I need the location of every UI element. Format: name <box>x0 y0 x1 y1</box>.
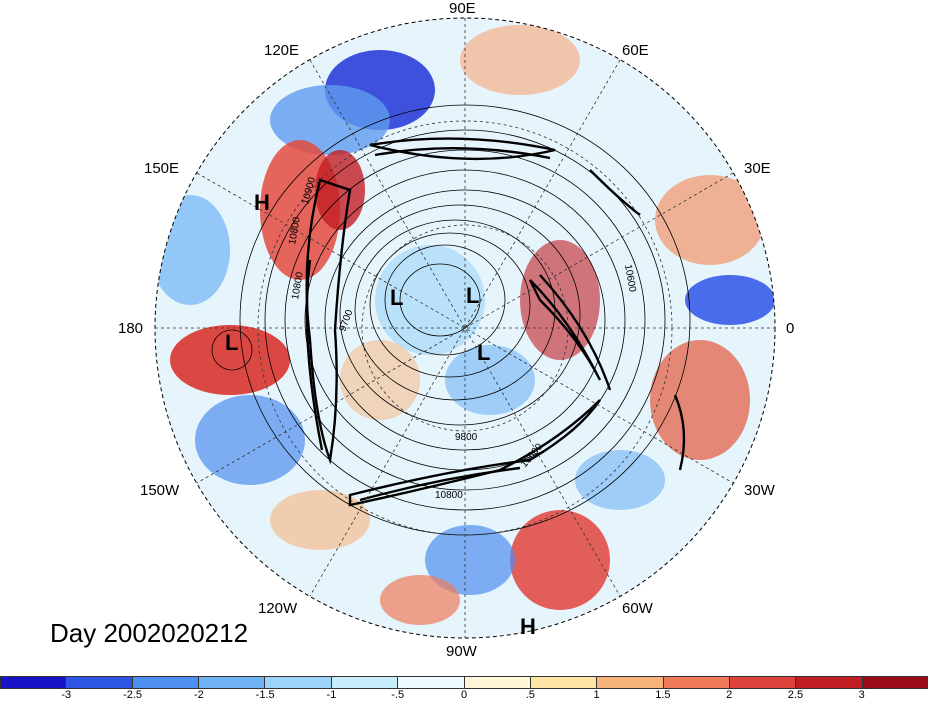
contour-label: 10800 <box>290 271 306 301</box>
lon-label-120e: 120E <box>264 42 300 59</box>
polar-stereographic-map: 10900 10800 9700 9800 10600 10800 10600 … <box>154 17 776 639</box>
colorbar-tick-label: -3 <box>61 689 72 701</box>
lon-label-60w: 60W <box>622 600 653 617</box>
lon-label-180: 180 <box>118 320 144 337</box>
lon-label-0: 0 <box>786 320 795 337</box>
colorbar-tick-label: 1.5 <box>655 689 671 701</box>
colorbar-swatch <box>729 676 797 688</box>
lon-label-30e: 30E <box>744 160 771 177</box>
contour-label: 10800 <box>287 216 303 246</box>
colorbar-tick-label: 3 <box>858 689 865 701</box>
colorbar-swatch <box>530 676 598 688</box>
colorbar-tick-label: 2.5 <box>787 689 804 701</box>
graticule <box>155 18 775 638</box>
lon-label-120w: 120W <box>258 600 298 617</box>
lon-label-90e: 90E <box>449 0 476 17</box>
lon-label-30w: 30W <box>744 482 775 499</box>
colorbar-tick-label: 1 <box>593 689 600 701</box>
map-title: Day 2002020212 <box>50 618 249 648</box>
low-pressure-label: L <box>477 340 491 365</box>
colorbar-tick-label: 2 <box>726 689 733 701</box>
colorbar-swatch <box>265 676 332 688</box>
colorbar-swatch <box>398 676 465 688</box>
low-pressure-label: L <box>466 283 480 308</box>
colorbar-tick-label: -2 <box>193 689 204 701</box>
colorbar-swatch <box>66 676 133 688</box>
colorbar-swatch <box>597 676 664 688</box>
colorbar-swatch <box>464 676 531 688</box>
colorbar-frame <box>0 676 928 689</box>
lon-label-150e: 150E <box>144 160 180 177</box>
high-pressure-label: H <box>520 614 536 639</box>
contour-label: 9800 <box>455 432 478 443</box>
colorbar-tick-label: 0 <box>460 689 468 701</box>
jet-contours <box>305 137 686 507</box>
colorbar-tick-label: -1 <box>326 689 337 701</box>
colorbar-tick-label: -2.5 <box>123 689 143 701</box>
lon-label-150w: 150W <box>140 482 180 499</box>
colorbar-swatch <box>331 676 399 688</box>
low-pressure-label: L <box>225 330 239 355</box>
map-boundary <box>154 17 776 639</box>
high-pressure-label: H <box>254 190 270 215</box>
colorbar-swatch <box>132 676 200 688</box>
colorbar-tick-label: .5 <box>525 689 535 701</box>
colorbar <box>0 676 928 688</box>
colorbar-swatch <box>663 676 730 688</box>
colorbar-tick-label: -1.5 <box>255 689 275 701</box>
anomaly-field <box>155 18 775 638</box>
colorbar-swatch <box>199 676 266 688</box>
colorbar-swatch <box>862 676 928 688</box>
lon-label-60e: 60E <box>622 42 649 59</box>
colorbar-swatch <box>796 676 863 688</box>
lon-label-90w: 90W <box>446 643 477 660</box>
contour-label: 10600 <box>622 264 638 294</box>
colorbar-swatch <box>0 676 67 688</box>
contour-label: 10800 <box>435 490 463 501</box>
low-pressure-label: L <box>390 285 404 310</box>
colorbar-tick-label: -.5 <box>391 689 405 701</box>
